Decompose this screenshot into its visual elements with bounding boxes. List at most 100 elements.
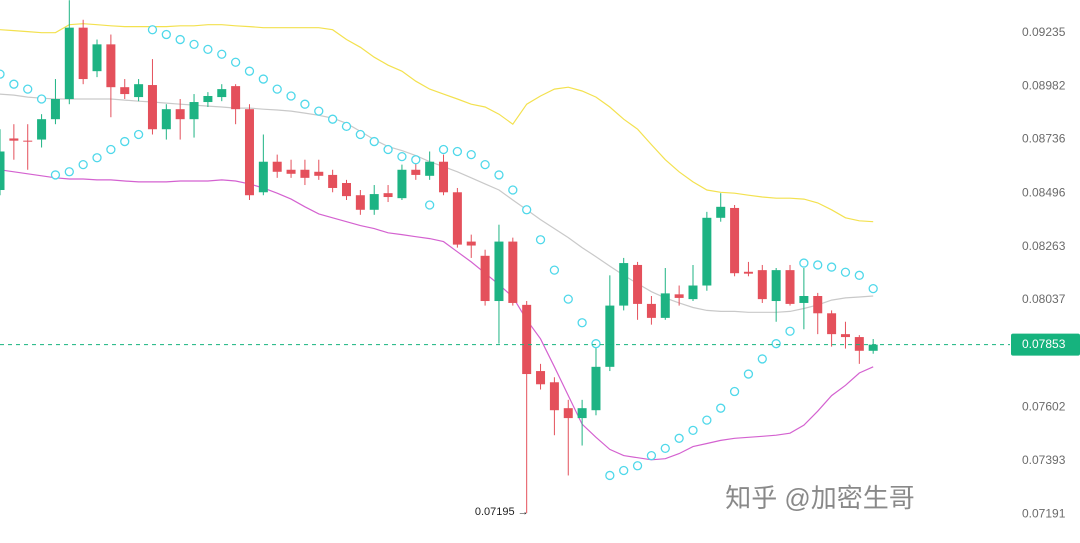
candle-body [425,161,435,176]
candle-body [840,334,850,338]
candle-body [827,313,837,335]
sar-dot [702,415,712,425]
sar-dot [799,258,809,268]
sar-layer [0,25,878,481]
y-tick-label: 0.08263 [1022,239,1066,253]
candle-body [0,151,5,191]
candle-body [78,27,88,80]
sar-dot [729,386,740,397]
candle-body [355,195,365,210]
sar-dot [466,149,476,160]
sar-dot [591,339,601,349]
candle-body [300,169,310,178]
candle-body [37,119,47,140]
candle-body [161,109,171,130]
middle-band [0,93,874,313]
candle-body [591,366,601,411]
candle-body [674,294,684,298]
y-tick-label: 0.08982 [1022,78,1066,92]
sar-dot [563,294,573,304]
candle-body [328,174,338,188]
sar-dot [619,465,629,476]
candle-body [757,270,767,300]
candle-body [563,408,573,419]
sar-dot [258,74,268,84]
candle-body [342,183,351,197]
sar-dot [535,235,546,245]
candle-body [730,207,740,274]
candle-body [508,241,518,303]
watermark: 知乎 @加密生哥 [725,483,915,513]
candle-body [813,296,823,314]
sar-dot [813,260,823,270]
candle-body [536,371,546,385]
sar-dot [632,461,643,471]
sar-dot [494,170,504,180]
low-annotation: 0.07195 → [475,506,529,518]
candle-body [771,270,781,302]
sar-dot [508,185,518,195]
sar-dot [452,146,463,157]
candle-body [189,102,199,120]
candle-body [147,85,157,130]
sar-dot [826,262,837,272]
sar-dot [133,129,144,140]
last-price-label: 0.07853 [1022,337,1066,351]
sar-dot [9,79,19,89]
sar-dot [854,270,864,280]
candle-body [494,241,504,302]
sar-dot [341,121,352,132]
sar-dot [92,153,102,163]
sar-dot [203,44,213,55]
sar-dot [674,433,684,443]
sar-dot [438,144,449,155]
sar-dot [300,99,310,109]
candle-body [743,271,753,274]
y-tick-label: 0.09235 [1022,25,1066,39]
candle-body [314,171,324,176]
candle-body [868,344,878,351]
candle-body [411,169,421,175]
sar-dot [425,200,435,210]
sar-dot [217,49,227,59]
candle-body [799,296,809,303]
candle-body [175,109,185,120]
candle-body [369,194,379,210]
sar-dot [383,144,393,155]
candle-body [452,192,462,245]
candle-body [217,89,227,98]
candle-body [203,95,213,103]
sar-dot [244,66,255,76]
sar-dot [605,470,615,481]
candle-body [688,285,698,300]
candle-body [286,169,296,174]
y-tick-label: 0.08736 [1022,132,1066,146]
sar-dot [64,167,74,177]
sar-dot [743,369,754,379]
y-tick-label: 0.08037 [1022,292,1066,306]
sar-dot [646,450,657,461]
sar-dot [355,129,366,140]
candle-body [23,140,33,142]
lower-band [0,169,874,461]
sar-dot [327,114,338,124]
sar-dot [175,34,185,45]
candle-body [244,109,254,196]
sar-dot [785,326,795,336]
sar-dot [272,84,282,94]
sar-dot [23,84,33,94]
sar-dot [50,170,61,180]
sar-dot [286,91,296,101]
candle-body [646,303,656,318]
candle-body [480,255,490,302]
candle-body [660,293,670,318]
sar-dot [716,403,726,413]
candle-body [134,84,144,98]
sar-dot [147,25,158,35]
sar-dot [230,57,241,67]
y-tick-label: 0.07191 [1022,506,1066,520]
candle-body [397,169,407,199]
candle-body [549,382,559,411]
sar-dot [549,265,560,275]
indicator-layer [0,23,874,461]
